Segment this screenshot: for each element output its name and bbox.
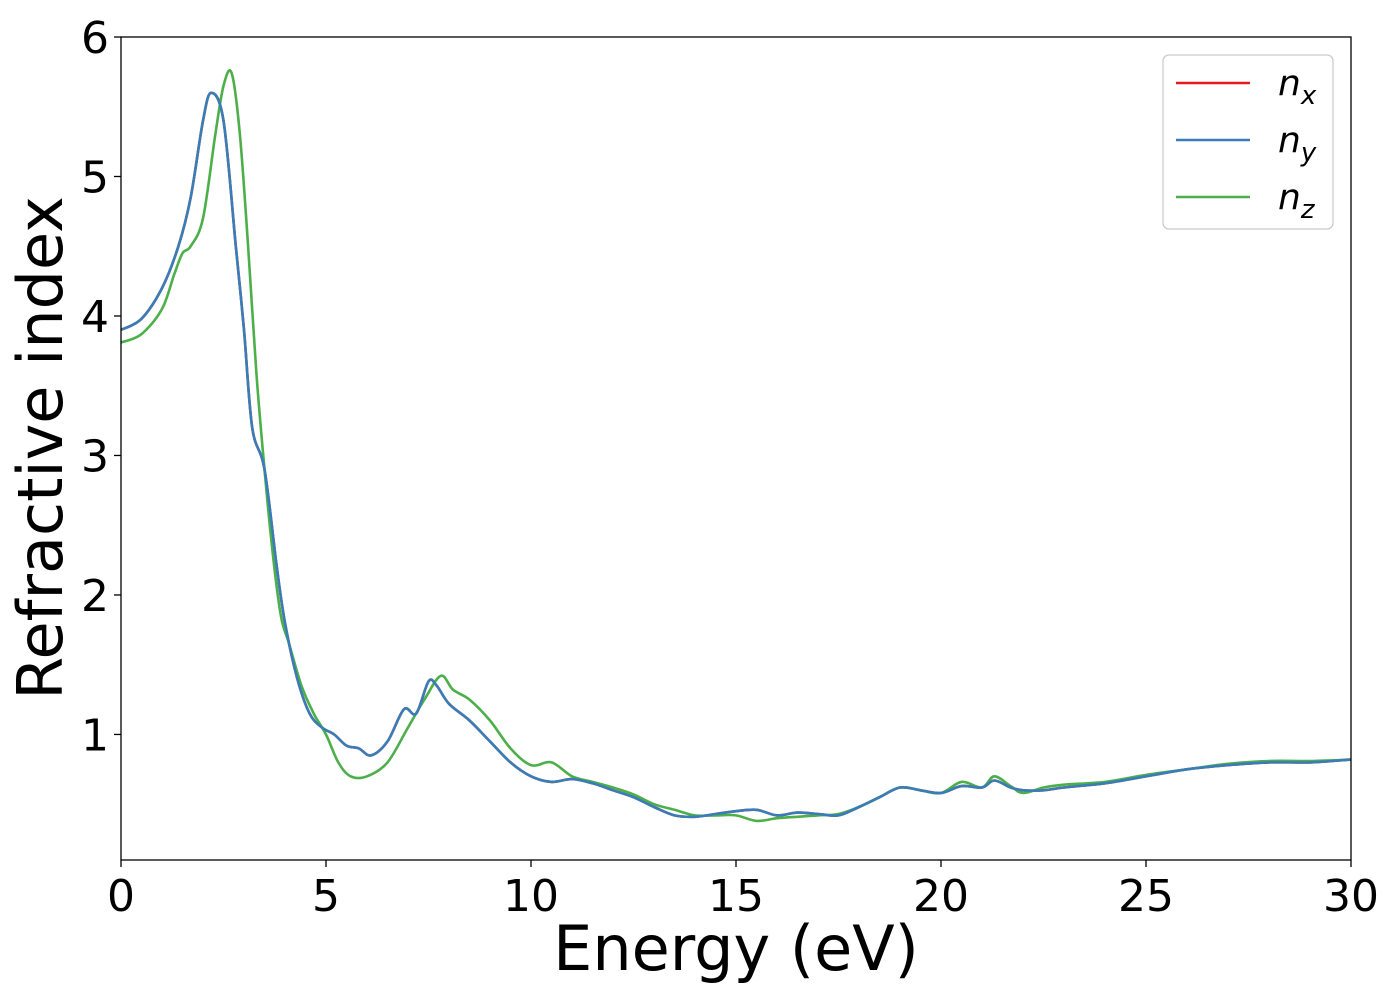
legend-subscript: z (1300, 195, 1316, 225)
legend-symbol: n (1278, 120, 1301, 161)
y-tick-label: 4 (81, 292, 109, 343)
series-layer (120, 69, 1352, 823)
x-ticks: 0 5 10 15 20 25 30 (107, 860, 1379, 922)
x-tick-label: 10 (503, 871, 559, 922)
y-tick-label: 3 (81, 431, 109, 482)
y-tick-label: 2 (81, 571, 109, 622)
legend-label-nx: nx (1278, 63, 1317, 111)
legend-subscript: x (1300, 81, 1317, 111)
x-tick-label: 5 (312, 871, 340, 922)
y-tick-label: 1 (81, 710, 109, 761)
y-tick-label: 5 (81, 152, 109, 203)
x-tick-label: 0 (107, 871, 135, 922)
legend-symbol: n (1278, 63, 1301, 104)
plot-background (121, 37, 1351, 860)
x-axis-title: Energy (eV) (553, 912, 919, 985)
legend-subscript: y (1300, 138, 1317, 168)
x-tick-label: 15 (708, 871, 764, 922)
legend-box (1162, 54, 1334, 230)
x-tick-label: 25 (1118, 871, 1174, 922)
y-ticks: 1 2 3 4 5 6 (81, 13, 121, 761)
legend-label-ny: ny (1278, 120, 1317, 168)
series-line-nz (120, 69, 1352, 823)
y-axis-title: Refractive index (4, 196, 77, 700)
x-tick-label: 30 (1323, 871, 1379, 922)
legend-label-nz: nz (1278, 177, 1316, 225)
y-tick-label: 6 (81, 13, 109, 64)
series-line-ny (120, 91, 1352, 819)
x-tick-label: 20 (913, 871, 969, 922)
legend-symbol: n (1278, 177, 1301, 218)
